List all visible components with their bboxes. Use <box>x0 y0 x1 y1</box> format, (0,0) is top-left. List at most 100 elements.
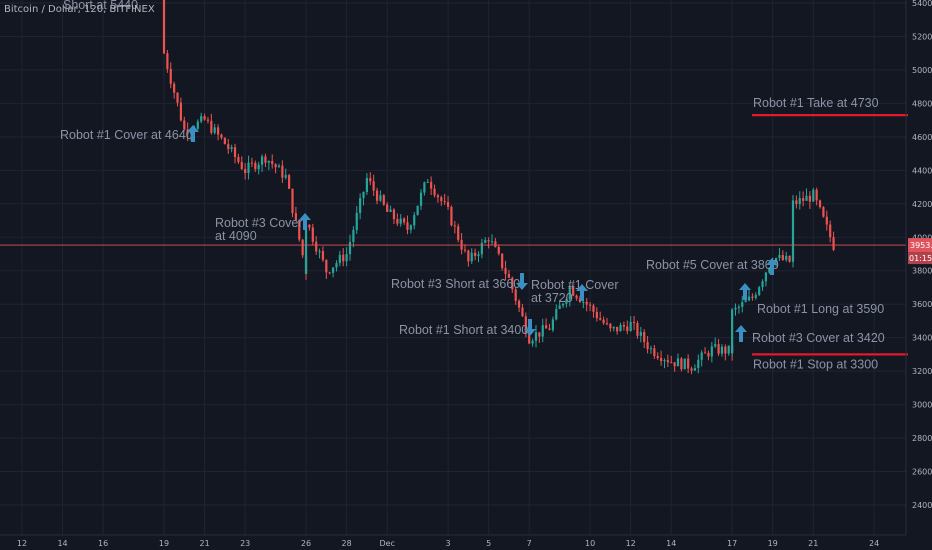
candle-body <box>430 181 433 189</box>
candle-body <box>271 160 274 165</box>
candle-body <box>176 92 179 103</box>
candle-body <box>247 162 250 174</box>
candle-body <box>798 198 801 205</box>
candle-body <box>825 216 828 225</box>
x-tick-label: Dec <box>379 539 394 548</box>
candle-body <box>555 308 558 320</box>
candle-body <box>629 321 632 332</box>
candle-body <box>254 162 257 170</box>
candle-body <box>477 254 480 256</box>
candle-body <box>511 277 514 290</box>
candle-body <box>582 301 585 303</box>
level-label: Robot #1 Take at 4730 <box>753 96 879 110</box>
x-tick-label: 24 <box>869 539 879 548</box>
annotation-label: Robot #5 Cover at 3800 <box>646 258 779 272</box>
y-tick-label: 4400.0 <box>912 166 932 175</box>
candle-body <box>524 316 527 334</box>
x-tick-label: 21 <box>808 539 818 548</box>
candle-body <box>227 144 230 150</box>
x-tick-label: 19 <box>768 539 778 548</box>
countdown-bg <box>908 252 932 265</box>
candle-body <box>747 296 751 301</box>
annotation-label: Robot #1 Cover at 4640 <box>60 128 193 142</box>
candle-body <box>453 225 456 227</box>
arrow-up-icon <box>299 213 311 230</box>
candle-body <box>676 358 680 367</box>
candle-body <box>169 69 172 84</box>
countdown-label: 01:15:27 <box>909 254 932 263</box>
y-tick-label: 4800.0 <box>912 99 932 108</box>
candle-body <box>588 304 592 306</box>
candle-body <box>785 255 788 260</box>
candle-body <box>829 224 832 238</box>
candle-body <box>578 298 582 303</box>
candlestick-series <box>162 0 835 375</box>
y-tick-label: 5000.0 <box>912 66 932 75</box>
candle-body <box>791 200 795 261</box>
candle-body <box>565 299 568 304</box>
candle-body <box>284 175 287 178</box>
arrow-down-icon <box>516 273 528 290</box>
candle-body <box>206 119 210 121</box>
annotation-label-line2: at 4090 <box>215 229 257 243</box>
candle-body <box>345 254 348 262</box>
candle-body <box>592 305 595 312</box>
candle-body <box>463 249 467 251</box>
x-tick-label: 23 <box>240 539 250 548</box>
candle-body <box>697 359 700 369</box>
candle-body <box>561 303 565 306</box>
candle-body <box>764 272 768 282</box>
price-axis[interactable]: 2400.0 2600.0 2800.0 3000.0 3200.0 3400.0 3600… <box>905 0 932 535</box>
candle-body <box>315 241 318 252</box>
candle-body <box>626 326 629 332</box>
time-axis[interactable]: 12 14 16 19 21 23 26 28 Dec 3 5 7 10 12 14 17 19 21 24 <box>0 534 906 548</box>
y-tick-label: 2800.0 <box>912 434 932 443</box>
candle-body <box>308 224 311 228</box>
candle-body <box>230 147 233 150</box>
candle-body <box>802 198 805 201</box>
candle-body <box>649 348 653 350</box>
candle-body <box>173 83 176 93</box>
candle-body <box>687 358 690 369</box>
candle-body <box>605 323 609 325</box>
candle-body <box>210 120 213 133</box>
candle-body <box>666 360 669 363</box>
candle-body <box>179 102 183 121</box>
y-tick-label: 2400.0 <box>912 501 932 510</box>
candle-body <box>399 218 402 224</box>
candle-body <box>551 319 554 330</box>
candle-body <box>521 307 524 317</box>
candle-body <box>700 352 703 360</box>
candle-body <box>808 195 811 202</box>
annotation-label: Robot #3 Cover <box>215 216 303 230</box>
candle-body <box>264 156 267 163</box>
annotation-label: Robot #1 Long at 3590 <box>757 302 884 316</box>
candle-body <box>734 307 737 310</box>
candle-body <box>758 287 761 295</box>
candle-body <box>166 53 169 70</box>
x-tick-label: 14 <box>57 539 67 548</box>
x-tick-label: 16 <box>98 539 108 548</box>
candle-body <box>413 215 416 226</box>
candle-body <box>646 342 649 350</box>
candle-body <box>501 253 504 269</box>
candle-body <box>636 323 639 336</box>
candle-body <box>714 344 717 347</box>
y-tick-label: 4600.0 <box>912 133 932 142</box>
candle-body <box>298 220 301 240</box>
candle-body <box>457 226 460 240</box>
x-tick-label: 17 <box>727 539 737 548</box>
candle-body <box>162 0 166 54</box>
candle-body <box>294 213 297 221</box>
candle-body <box>352 229 355 242</box>
candle-body <box>304 224 308 274</box>
candle-body <box>369 178 372 182</box>
symbol-title[interactable]: Bitcoin / Dollar, 120, BITFINEX <box>4 4 155 15</box>
candle-body <box>331 267 335 273</box>
arrow-up-icon <box>735 325 747 342</box>
candle-body <box>277 165 281 168</box>
level-label: Robot #1 Stop at 3300 <box>753 357 878 371</box>
candle-body <box>318 251 321 253</box>
candle-body <box>443 201 446 203</box>
